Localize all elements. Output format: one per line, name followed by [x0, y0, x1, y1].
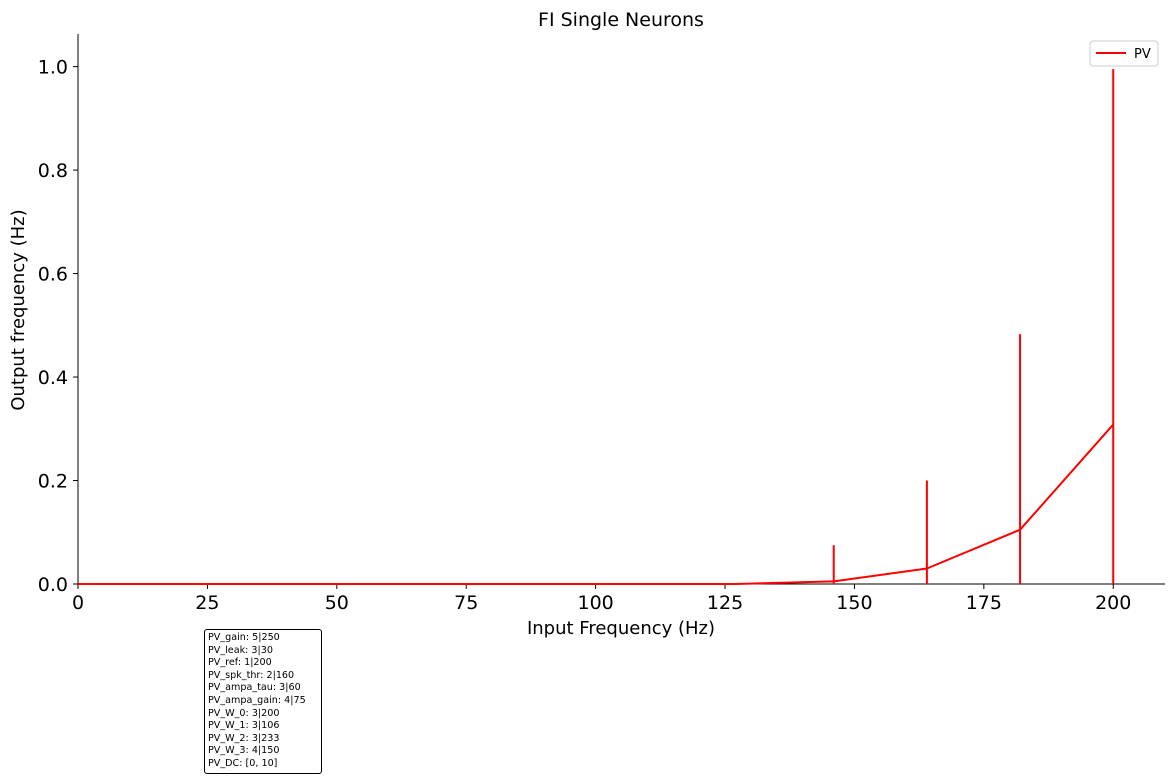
x-tick-label: 50 — [325, 592, 349, 614]
param-line: PV_spk_thr: 2|160 — [208, 669, 295, 681]
x-tick-label: 200 — [1095, 592, 1131, 614]
param-line: PV_W_0: 3|200 — [208, 707, 280, 719]
y-axis-label: Output frequency (Hz) — [8, 209, 29, 410]
y-tick-label: 0.6 — [38, 264, 68, 286]
x-ticks: 0 25 50 75 100 125 150 175 200 — [72, 584, 1131, 614]
x-tick-label: 25 — [195, 592, 219, 614]
y-tick-label: 0.2 — [38, 471, 68, 493]
legend-label: PV — [1134, 47, 1151, 62]
param-line: PV_ref: 1|200 — [208, 657, 272, 669]
x-tick-label: 150 — [836, 592, 872, 614]
y-tick-label: 0.4 — [38, 367, 68, 389]
legend: PV — [1089, 40, 1159, 67]
param-line: PV_W_1: 3|106 — [208, 720, 280, 732]
chart-title: FI Single Neurons — [538, 9, 704, 31]
x-axis-label: Input Frequency (Hz) — [527, 618, 715, 639]
x-tick-label: 75 — [454, 592, 478, 614]
y-ticks: 0.0 0.2 0.4 0.6 0.8 1.0 — [38, 57, 78, 596]
param-line: PV_DC: [0, 10] — [208, 757, 278, 769]
x-tick-label: 0 — [72, 592, 84, 614]
x-tick-label: 125 — [707, 592, 743, 614]
param-line: PV_ampa_tau: 3|60 — [208, 682, 301, 694]
param-line: PV_ampa_gain: 4|75 — [208, 694, 306, 706]
parameter-box: PV_gain: 5|250 PV_leak: 3|30 PV_ref: 1|200… — [204, 629, 322, 774]
series-line-pv — [78, 423, 1114, 585]
param-line: PV_W_3: 4|150 — [208, 745, 280, 757]
x-tick-label: 175 — [966, 592, 1002, 614]
y-tick-label: 1.0 — [38, 57, 68, 79]
axes — [77, 34, 1165, 585]
plot-series — [78, 69, 1115, 585]
param-line: PV_gain: 5|250 — [208, 632, 280, 643]
x-tick-label: 100 — [577, 592, 613, 614]
y-tick-label: 0.0 — [38, 574, 68, 596]
param-line: PV_leak: 3|30 — [208, 644, 273, 656]
y-tick-label: 0.8 — [38, 160, 68, 182]
param-line: PV_W_2: 3|233 — [208, 732, 280, 744]
